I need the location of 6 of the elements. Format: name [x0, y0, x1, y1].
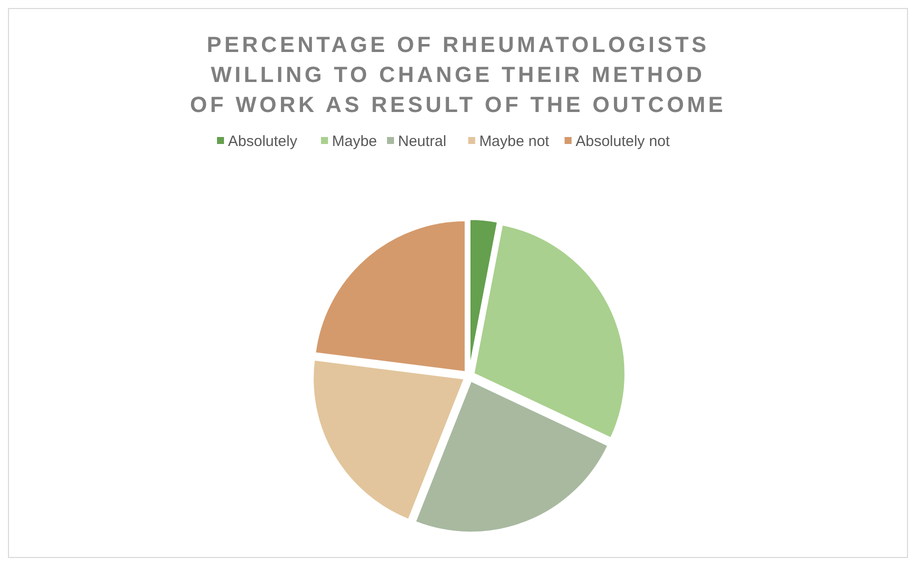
chart-title: PERCENTAGE OF RHEUMATOLOGISTS WILLING TO CHANGE THEIR METHOD OF WORK AS RESULT OF THE OUTCOME — [190, 32, 726, 117]
legend-label: Maybe — [332, 133, 378, 150]
legend-label: Absolutely not — [576, 133, 671, 150]
legend-label: Absolutely — [228, 133, 298, 150]
legend-label: Neutral — [398, 133, 446, 150]
legend-label: Maybe not — [479, 133, 550, 150]
